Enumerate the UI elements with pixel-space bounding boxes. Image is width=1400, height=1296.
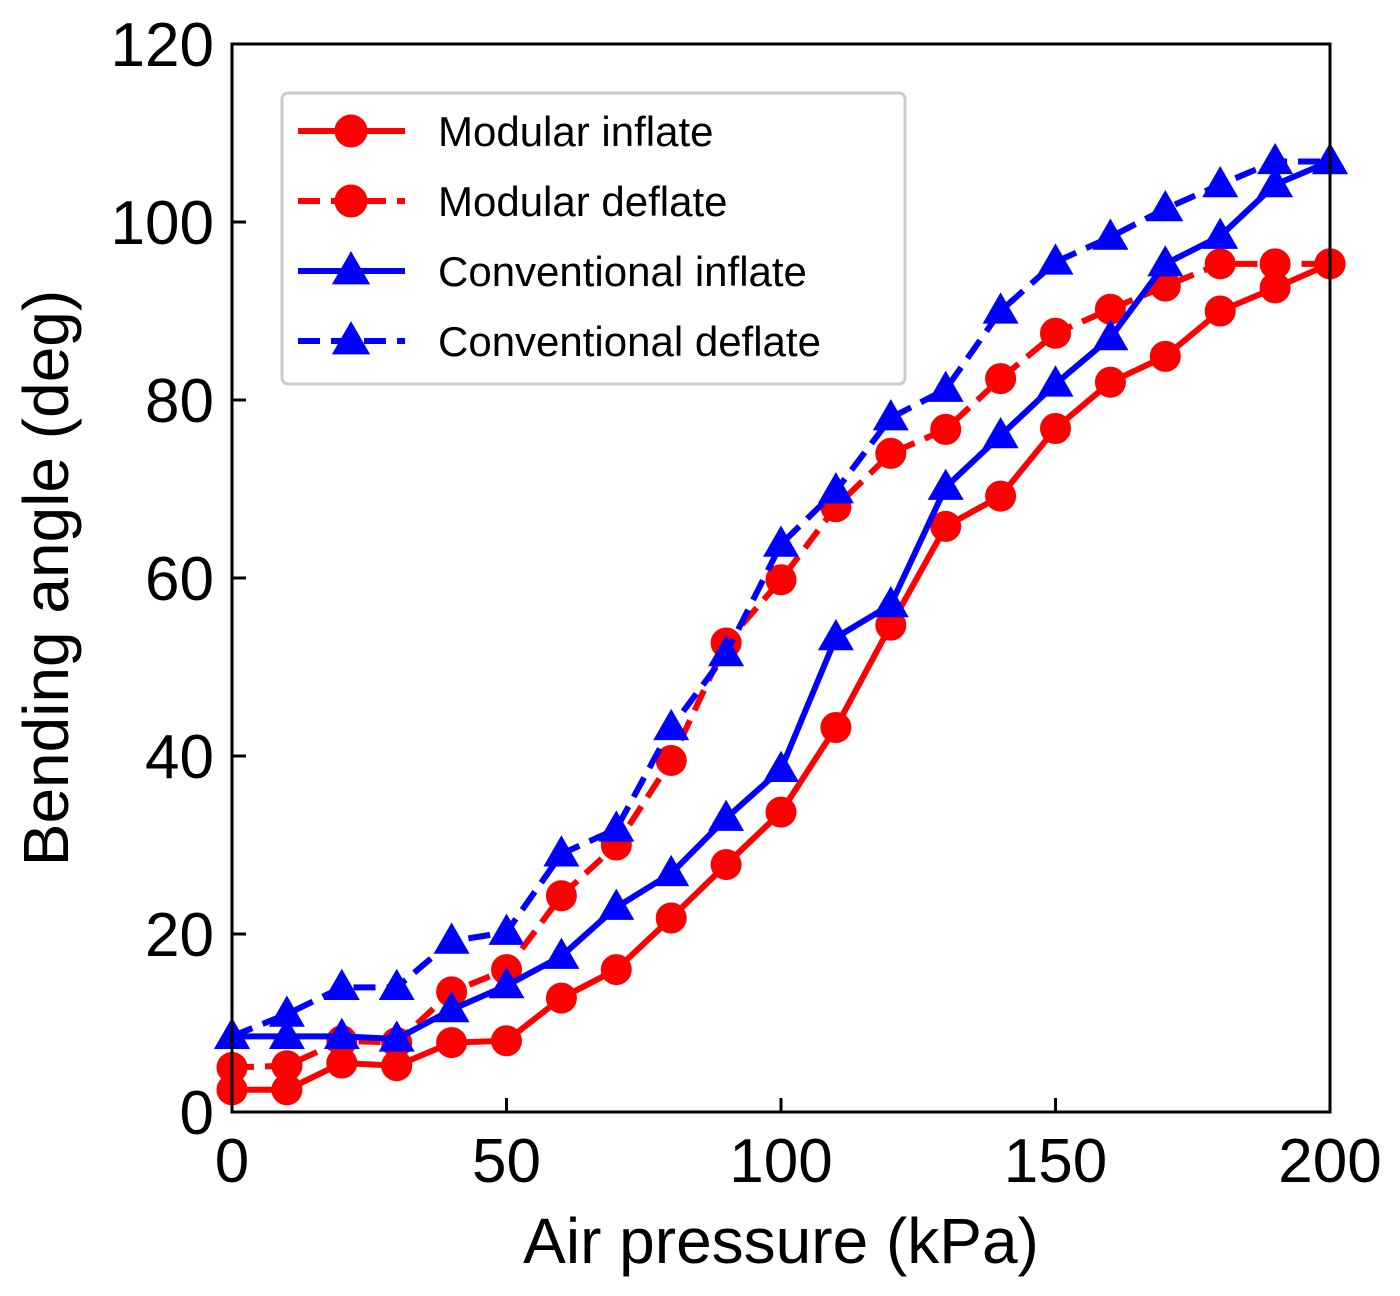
data-point	[982, 292, 1019, 324]
y-tick-label: 0	[180, 1079, 214, 1148]
x-tick-label: 0	[215, 1127, 249, 1196]
x-tick-label: 200	[1278, 1127, 1381, 1196]
legend-entry: Modular inflate	[298, 108, 713, 155]
data-point	[271, 1050, 303, 1082]
data-point	[710, 849, 742, 881]
data-point	[708, 635, 745, 667]
data-point	[488, 966, 525, 999]
data-point	[545, 982, 577, 1014]
data-point	[985, 480, 1017, 512]
data-point	[1147, 190, 1184, 222]
data-point	[1204, 295, 1236, 327]
data-point	[545, 880, 577, 912]
y-axis-title: Bending angle (deg)	[10, 290, 82, 866]
x-tick-label: 150	[1004, 1127, 1107, 1196]
legend-marker	[331, 251, 371, 285]
data-point	[1037, 365, 1074, 397]
y-tick-label: 120	[111, 11, 214, 80]
data-point	[491, 1025, 522, 1057]
y-tick-label: 40	[145, 723, 214, 792]
data-point	[653, 708, 690, 741]
data-point	[323, 1017, 360, 1049]
data-point	[600, 954, 632, 986]
x-tick-label: 50	[472, 1127, 541, 1196]
legend-entry: Modular deflate	[298, 178, 728, 225]
y-tick-label: 60	[145, 545, 214, 614]
data-point	[323, 968, 360, 1000]
data-point	[708, 799, 745, 831]
legend-label: Modular inflate	[438, 108, 713, 155]
data-point	[927, 468, 964, 500]
data-point	[982, 416, 1019, 449]
data-point	[1147, 245, 1184, 277]
legend-label: Conventional inflate	[438, 248, 807, 295]
data-point	[1259, 248, 1291, 280]
data-point	[655, 902, 687, 934]
ticks-layer: 0 50 100 150 200 0 20 40 60 80 100 120	[111, 11, 1382, 1196]
data-point	[927, 370, 964, 402]
data-point	[1094, 366, 1126, 398]
data-point	[765, 564, 797, 596]
data-point	[817, 472, 854, 504]
data-point	[820, 712, 852, 744]
data-point	[1040, 317, 1071, 349]
data-point	[762, 750, 800, 782]
y-tick-label: 20	[145, 901, 214, 970]
legend-marker	[334, 184, 368, 218]
data-point	[598, 810, 635, 842]
x-tick-label: 100	[729, 1127, 832, 1196]
data-point	[1149, 340, 1181, 372]
data-point	[268, 1017, 305, 1049]
data-point	[1092, 319, 1129, 351]
y-tick-label: 80	[145, 367, 214, 436]
data-point	[930, 413, 962, 445]
data-point	[543, 835, 580, 867]
legend: Modular inflate Modular deflate Convention…	[280, 91, 907, 386]
data-point	[598, 888, 635, 920]
series-line	[230, 158, 1330, 1040]
data-point	[433, 922, 470, 954]
series-4	[213, 142, 1349, 1049]
data-point	[762, 525, 800, 557]
data-point	[433, 991, 470, 1023]
data-point	[765, 796, 797, 828]
legend-marker	[334, 114, 368, 148]
legend-marker	[331, 321, 371, 355]
data-point	[1257, 165, 1294, 198]
series-layer	[213, 142, 1349, 1106]
series-line	[231, 260, 1330, 1071]
data-point	[872, 399, 909, 431]
legend-label: Conventional deflate	[438, 318, 821, 365]
data-point	[1202, 165, 1239, 198]
series-1	[216, 248, 1346, 1106]
data-point	[268, 995, 305, 1027]
legend-entry: Conventional inflate	[298, 248, 807, 295]
data-point	[875, 437, 907, 469]
data-point	[488, 913, 525, 945]
data-point	[543, 937, 580, 969]
data-point	[653, 854, 690, 887]
y-tick-label: 100	[111, 189, 214, 258]
data-point	[378, 968, 415, 1000]
data-point	[1092, 218, 1129, 250]
data-point	[985, 363, 1017, 395]
data-point	[1037, 243, 1074, 275]
x-axis-title: Air pressure (kPa)	[523, 1205, 1039, 1277]
data-point	[436, 1027, 468, 1059]
series-line	[232, 261, 1332, 1093]
data-point	[1040, 412, 1071, 444]
legend-entry: Conventional deflate	[298, 318, 821, 365]
data-point	[872, 586, 909, 618]
data-point	[817, 618, 854, 651]
data-point	[1257, 142, 1294, 175]
data-point	[1202, 217, 1239, 249]
data-point	[1204, 248, 1236, 280]
legend-label: Modular deflate	[438, 178, 728, 225]
data-point	[378, 1020, 415, 1052]
legend-box	[280, 91, 907, 386]
